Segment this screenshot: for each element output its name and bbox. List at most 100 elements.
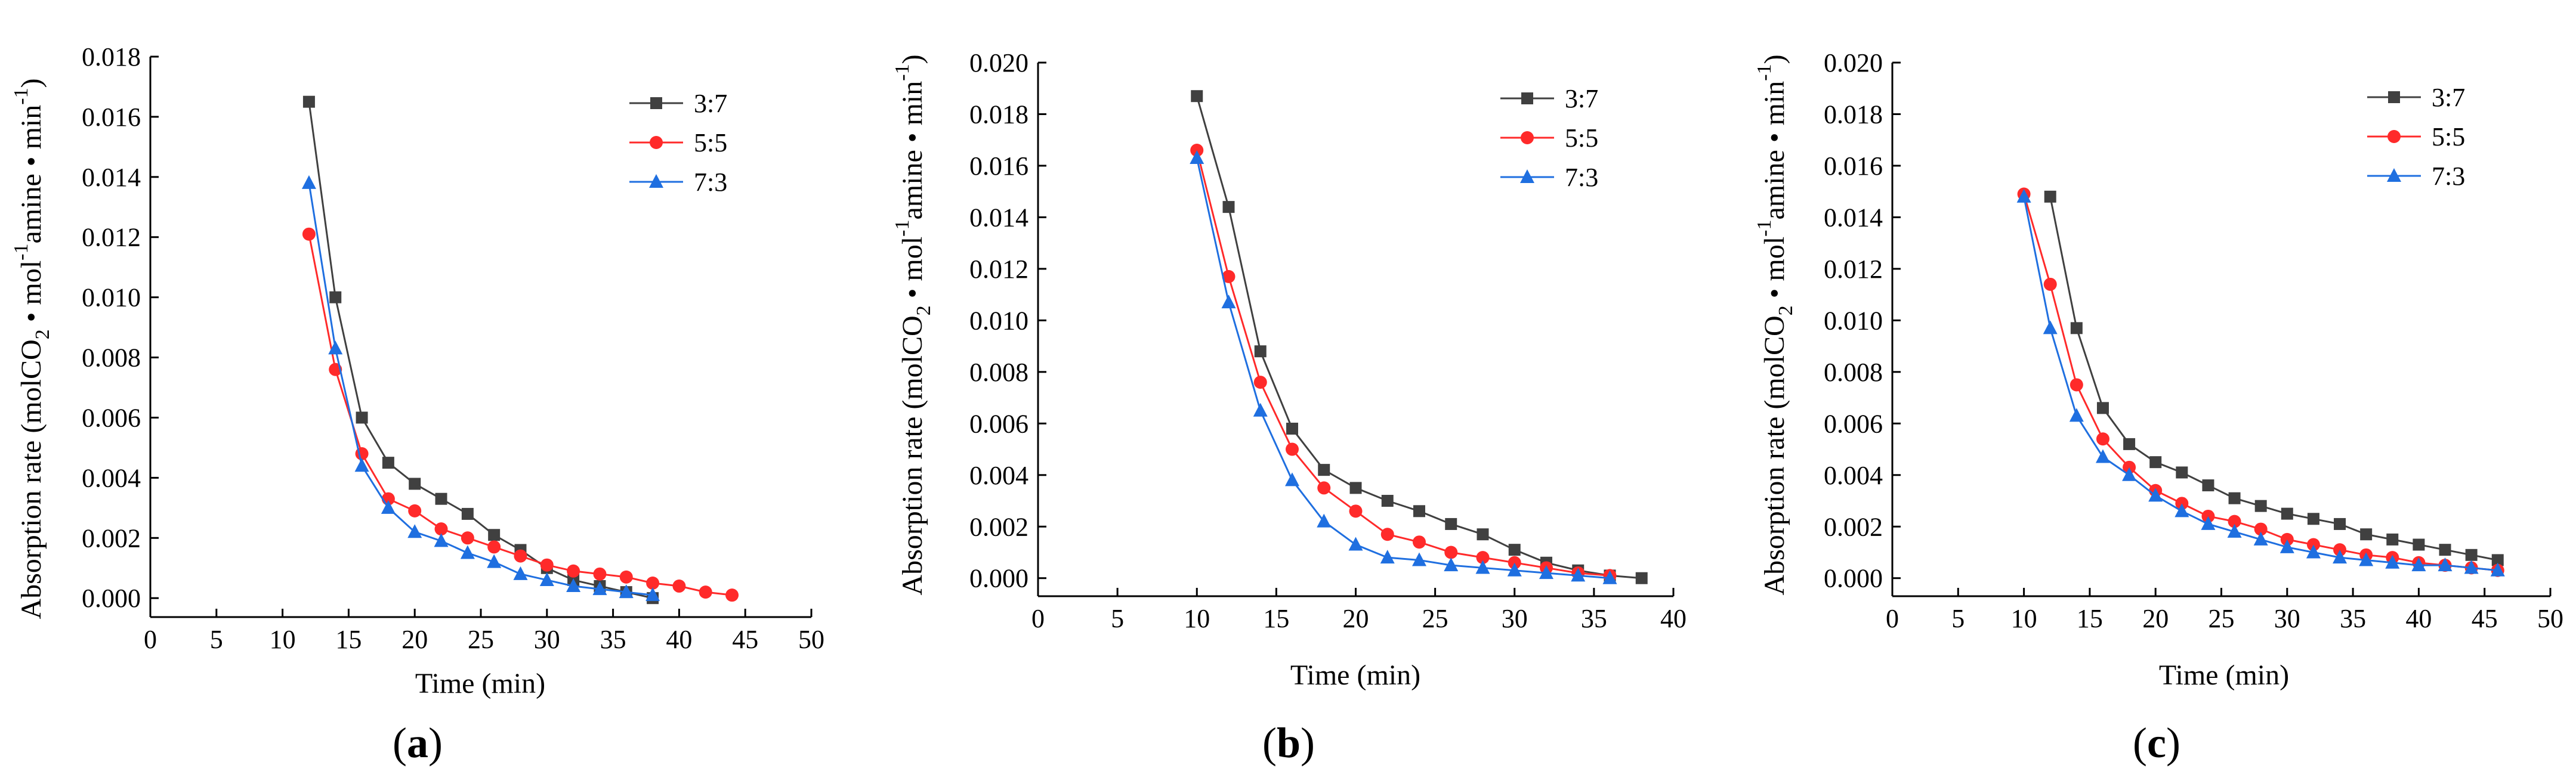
legend-label-a: 7:3 bbox=[694, 168, 727, 197]
data-point-a-3-7 bbox=[356, 411, 368, 424]
data-point-c-3-7 bbox=[2254, 500, 2267, 512]
x-tick-label-a: 25 bbox=[468, 625, 494, 654]
data-point-b-3-7 bbox=[1191, 90, 1203, 103]
y-tick-label-c: 0.010 bbox=[1824, 306, 1883, 335]
data-point-b-7-3 bbox=[1285, 472, 1299, 486]
data-point-c-5-5 bbox=[2096, 432, 2109, 446]
x-tick-label-c: 40 bbox=[2405, 604, 2432, 633]
data-point-c-3-7 bbox=[2281, 507, 2293, 520]
data-point-b-3-7 bbox=[1477, 528, 1489, 541]
data-point-b-5-5 bbox=[1253, 376, 1267, 389]
y-tick-label-b: 0.004 bbox=[969, 461, 1028, 490]
data-point-c-7-3 bbox=[2359, 552, 2374, 566]
data-point-c-5-5 bbox=[2043, 277, 2057, 291]
data-point-b-3-7 bbox=[1254, 345, 1267, 358]
y-tick-label-c: 0.000 bbox=[1824, 564, 1883, 593]
data-point-c-7-3 bbox=[2175, 503, 2189, 517]
y-tick-label-a: 0.000 bbox=[82, 584, 141, 613]
legend-marker-b bbox=[1521, 92, 1533, 104]
data-point-b-7-3 bbox=[1190, 150, 1204, 164]
legend-marker-b bbox=[1521, 131, 1534, 144]
y-tick-label-c: 0.008 bbox=[1824, 358, 1883, 387]
x-tick-label-a: 35 bbox=[600, 625, 626, 654]
data-point-a-5-5 bbox=[646, 576, 660, 590]
x-tick-label-b: 30 bbox=[1502, 604, 1528, 633]
y-axis-title-b: Absorption rate (molCO2 • mol-1amine • m… bbox=[891, 54, 935, 595]
data-point-a-5-5 bbox=[672, 580, 686, 593]
y-tick-label-a: 0.008 bbox=[82, 343, 141, 373]
data-point-b-5-5 bbox=[1286, 442, 1299, 456]
data-point-b-7-3 bbox=[1444, 557, 1459, 572]
data-point-c-3-7 bbox=[2439, 544, 2451, 556]
y-tick-label-b: 0.000 bbox=[969, 564, 1028, 593]
x-tick-label-b: 0 bbox=[1031, 604, 1045, 633]
data-point-a-3-7 bbox=[461, 507, 474, 520]
x-tick-label-b: 20 bbox=[1343, 604, 1369, 633]
data-point-a-7-3 bbox=[407, 524, 422, 538]
data-point-a-5-5 bbox=[567, 564, 580, 578]
plot-area-b: 0 5 10 15 20 25 30 35 40 0.000 0.002 0.004 0.006 0.00… bbox=[969, 48, 1687, 633]
data-point-a-7-3 bbox=[354, 458, 369, 472]
y-tick-label-a: 0.018 bbox=[82, 42, 141, 72]
legend-label-b: 5:5 bbox=[1565, 123, 1598, 153]
data-point-c-3-7 bbox=[2386, 533, 2399, 546]
legend-label-a: 3:7 bbox=[694, 89, 727, 118]
data-point-c-3-7 bbox=[2176, 466, 2188, 479]
y-tick-label-c: 0.004 bbox=[1824, 461, 1883, 490]
data-point-a-5-5 bbox=[487, 540, 501, 554]
legend-marker-a bbox=[650, 136, 663, 149]
data-point-b-7-3 bbox=[1571, 568, 1586, 582]
y-tick-label-a: 0.010 bbox=[82, 283, 141, 312]
data-point-c-7-3 bbox=[2227, 523, 2242, 538]
data-point-a-7-3 bbox=[301, 175, 316, 189]
data-point-b-3-7 bbox=[1445, 517, 1457, 530]
x-tick-label-a: 45 bbox=[732, 625, 758, 654]
x-axis-title-b: Time (min) bbox=[1290, 659, 1420, 691]
y-tick-label-c: 0.002 bbox=[1824, 512, 1883, 541]
y-tick-label-a: 0.002 bbox=[82, 523, 141, 553]
data-point-a-5-5 bbox=[408, 504, 422, 517]
data-point-a-7-3 bbox=[434, 533, 449, 547]
data-point-c-3-7 bbox=[2202, 479, 2214, 492]
legend-label-a: 5:5 bbox=[694, 128, 727, 157]
legend-marker-b bbox=[1520, 169, 1534, 183]
data-point-a-7-3 bbox=[645, 587, 660, 602]
data-point-a-7-3 bbox=[381, 500, 396, 514]
data-point-b-3-7 bbox=[1349, 482, 1362, 494]
data-point-b-7-3 bbox=[1317, 513, 1332, 528]
data-point-b-7-3 bbox=[1412, 552, 1426, 566]
data-point-a-3-7 bbox=[488, 529, 501, 541]
y-tick-label-c: 0.018 bbox=[1824, 100, 1883, 129]
series-line-a-3-7 bbox=[308, 101, 653, 599]
y-tick-label-c: 0.006 bbox=[1824, 409, 1883, 438]
x-tick-label-c: 20 bbox=[2142, 604, 2169, 633]
y-tick-label-c: 0.014 bbox=[1824, 203, 1883, 232]
x-tick-label-a: 10 bbox=[270, 625, 296, 654]
data-point-a-5-5 bbox=[461, 531, 474, 545]
data-point-c-3-7 bbox=[2228, 492, 2241, 504]
data-point-c-7-3 bbox=[2464, 560, 2479, 574]
data-point-a-7-3 bbox=[487, 554, 502, 568]
y-tick-label-a: 0.006 bbox=[82, 403, 141, 432]
x-axis-title-a: Time (min) bbox=[415, 668, 545, 699]
data-point-c-7-3 bbox=[2122, 467, 2137, 481]
data-point-b-5-5 bbox=[1444, 546, 1458, 559]
x-tick-label-c: 25 bbox=[2209, 604, 2235, 633]
data-point-a-3-7 bbox=[329, 291, 342, 303]
chart-b: 0 5 10 15 20 25 30 35 40 0.000 0.002 0.004 0.006 0.00… bbox=[891, 48, 1687, 767]
data-point-b-3-7 bbox=[1318, 464, 1330, 476]
panel-label-b: (b) bbox=[1262, 719, 1315, 767]
data-point-b-7-3 bbox=[1348, 537, 1363, 551]
data-point-c-3-7 bbox=[2096, 402, 2109, 414]
data-point-c-7-3 bbox=[2411, 557, 2426, 572]
x-tick-label-b: 40 bbox=[1660, 604, 1687, 633]
data-point-c-7-3 bbox=[2385, 554, 2400, 569]
x-tick-label-a: 40 bbox=[666, 625, 692, 654]
data-point-a-5-5 bbox=[514, 549, 527, 563]
x-tick-label-c: 45 bbox=[2472, 604, 2498, 633]
data-point-a-5-5 bbox=[540, 558, 554, 572]
chart-c: 0 5 10 15 20 25 30 35 40 45 50 0.000 0.002 0.004 0.006… bbox=[1753, 48, 2563, 767]
data-point-c-7-3 bbox=[2148, 488, 2163, 502]
y-tick-label-b: 0.012 bbox=[969, 255, 1028, 284]
legend-marker-c bbox=[2388, 91, 2400, 103]
